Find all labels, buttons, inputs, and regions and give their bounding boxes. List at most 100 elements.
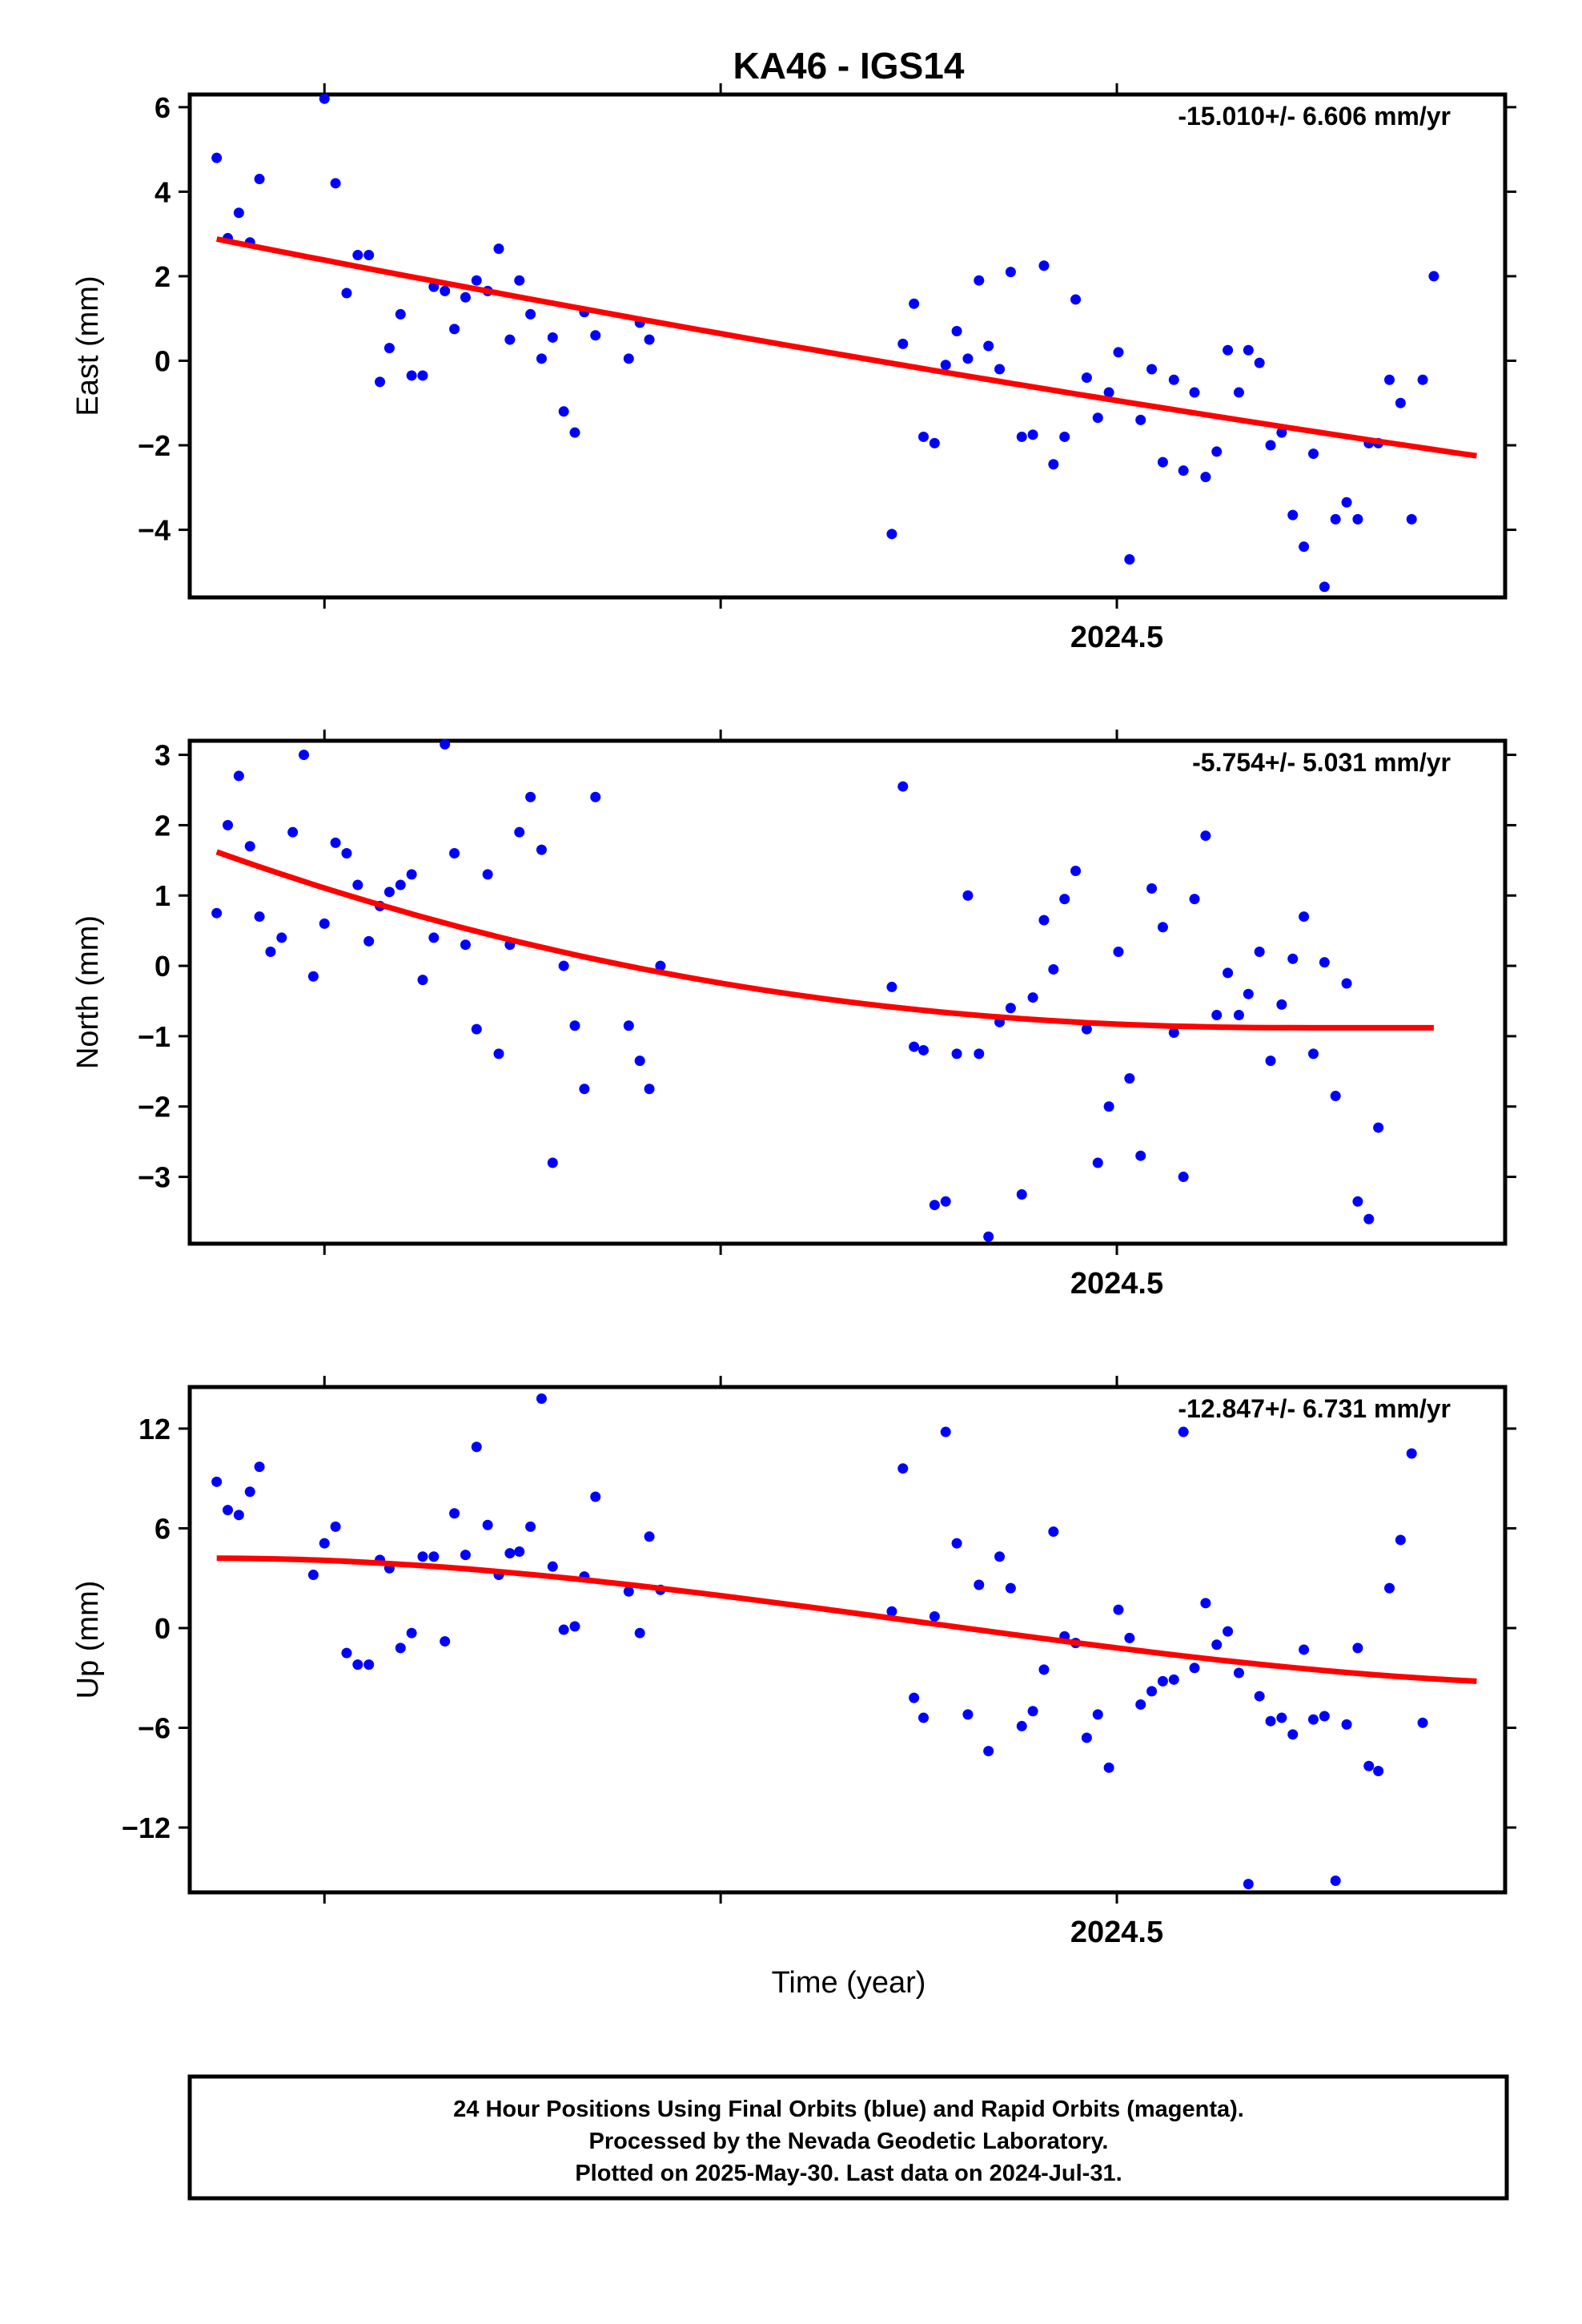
north-data-point	[634, 1055, 645, 1067]
east-data-point	[395, 308, 406, 320]
up-y-tick-label: 6	[155, 1512, 171, 1545]
up-data-point	[1103, 1762, 1114, 1773]
east-data-point	[440, 285, 451, 296]
up-data-point	[406, 1627, 417, 1638]
north-data-point	[276, 932, 287, 943]
up-plot-frame	[187, 1385, 1508, 1895]
east-data-point	[1103, 387, 1114, 398]
up-data-point	[974, 1579, 985, 1590]
up-trend-line	[216, 1555, 1477, 1684]
up-data-point	[1146, 1686, 1158, 1697]
up-data-point	[1243, 1879, 1254, 1890]
up-data-point	[1373, 1765, 1384, 1776]
north-x-tick-label: 2024.5	[1070, 1267, 1163, 1301]
east-data-point	[909, 298, 920, 309]
north-data-point	[1276, 999, 1287, 1010]
north-data-point	[1092, 1157, 1103, 1168]
east-data-point	[525, 308, 536, 320]
up-data-point	[1135, 1699, 1146, 1710]
north-data-point	[1254, 946, 1265, 957]
up-data-point	[233, 1510, 244, 1521]
footer-box: 24 Hour Positions Using Final Orbits (bl…	[187, 2074, 1509, 2201]
north-data-point	[569, 1020, 580, 1031]
east-y-tick-label: −2	[138, 429, 171, 462]
north-data-point	[1103, 1101, 1114, 1112]
east-data-point	[1395, 397, 1406, 408]
east-data-point	[1417, 374, 1428, 385]
up-data-point	[558, 1624, 569, 1635]
north-data-point	[440, 738, 451, 750]
east-data-point	[1319, 581, 1330, 593]
north-data-point	[383, 887, 395, 898]
north-data-point	[1233, 1010, 1244, 1021]
up-data-point	[1016, 1720, 1027, 1731]
north-data-point	[223, 819, 234, 830]
up-data-point	[223, 1505, 234, 1516]
up-y-tick-label: −12	[122, 1811, 171, 1844]
east-data-point	[951, 326, 962, 337]
east-data-point	[1146, 364, 1158, 375]
east-data-point	[493, 243, 504, 255]
north-data-point	[352, 879, 363, 891]
east-data-point	[536, 353, 547, 364]
east-data-point	[644, 334, 655, 345]
up-data-point	[1330, 1875, 1341, 1886]
up-data-point	[1406, 1448, 1417, 1459]
north-data-point	[1124, 1073, 1135, 1084]
east-data-point	[1254, 357, 1265, 368]
north-data-point	[1373, 1122, 1384, 1133]
up-data-point	[983, 1746, 994, 1757]
east-data-point	[1135, 414, 1146, 425]
up-data-point	[547, 1561, 558, 1572]
north-data-point	[514, 826, 525, 838]
north-data-point	[1168, 1027, 1179, 1039]
north-data-point	[1307, 1048, 1319, 1059]
up-data-point	[1168, 1674, 1179, 1685]
north-data-point	[1223, 967, 1234, 979]
north-data-point	[1135, 1150, 1146, 1161]
up-data-point	[1319, 1711, 1330, 1722]
east-data-point	[1113, 347, 1124, 358]
east-data-point	[1016, 431, 1027, 442]
up-data-point	[1189, 1663, 1200, 1674]
up-data-point	[1352, 1642, 1363, 1654]
north-data-point	[1038, 915, 1050, 926]
north-data-point	[644, 1084, 655, 1095]
north-data-point	[1070, 865, 1082, 876]
north-data-point	[406, 869, 417, 880]
north-data-point	[299, 750, 310, 761]
up-data-point	[330, 1521, 341, 1532]
north-data-point	[1299, 911, 1310, 923]
north-y-tick-label: 0	[155, 950, 171, 983]
east-data-point	[449, 324, 460, 335]
up-data-point	[1417, 1717, 1428, 1728]
north-data-point	[1059, 894, 1070, 905]
east-data-point	[547, 332, 558, 343]
north-y-tick-label: 2	[155, 809, 171, 842]
footer-line-1: 24 Hour Positions Using Final Orbits (bl…	[453, 2097, 1244, 2122]
east-data-point	[1124, 554, 1135, 565]
north-data-point	[974, 1048, 985, 1059]
north-data-point	[929, 1200, 940, 1211]
up-data-point	[909, 1692, 920, 1703]
north-data-point	[940, 1196, 951, 1207]
east-data-point	[558, 406, 569, 417]
up-data-point	[1038, 1664, 1050, 1675]
up-data-point	[211, 1476, 223, 1487]
up-data-point	[623, 1586, 634, 1597]
up-data-point	[1254, 1691, 1265, 1702]
east-y-tick-label: −4	[138, 514, 171, 547]
up-data-point	[886, 1606, 897, 1617]
east-data-point	[1081, 372, 1092, 384]
north-y-axis-label: North (mm)	[71, 915, 105, 1069]
east-data-point	[254, 174, 265, 185]
north-data-point	[536, 844, 547, 855]
east-data-point	[623, 353, 634, 364]
up-data-point	[504, 1548, 516, 1559]
east-data-point	[330, 178, 341, 189]
up-data-point	[951, 1538, 962, 1549]
north-y-tick-label: 3	[155, 739, 171, 772]
east-data-point	[319, 93, 330, 104]
up-data-point	[449, 1508, 460, 1519]
